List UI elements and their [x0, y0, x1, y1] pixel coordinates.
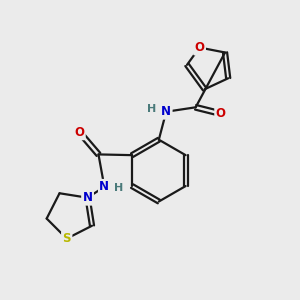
Text: O: O — [195, 41, 205, 54]
Text: N: N — [82, 191, 93, 204]
Text: O: O — [216, 107, 226, 120]
Text: H: H — [147, 104, 157, 114]
Text: H: H — [115, 183, 124, 193]
Text: N: N — [161, 105, 171, 118]
Text: O: O — [74, 126, 84, 139]
Text: N: N — [99, 180, 110, 193]
Text: S: S — [62, 232, 71, 245]
